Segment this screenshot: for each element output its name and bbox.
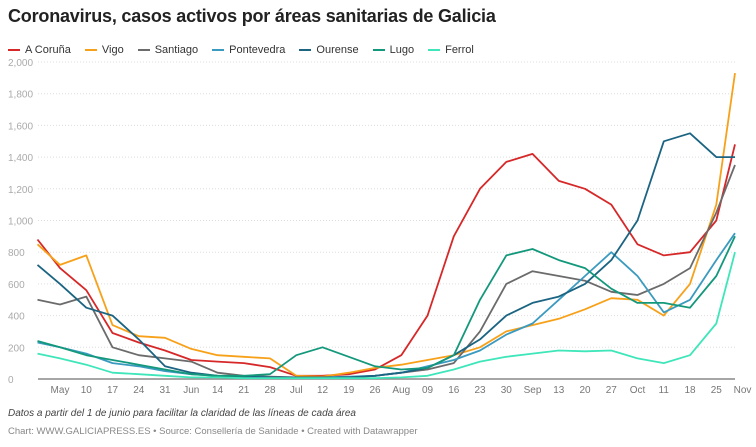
- x-tick-label: Aug: [392, 385, 410, 396]
- y-tick-label: 600: [8, 280, 25, 291]
- y-tick-label: 2,000: [8, 58, 33, 69]
- x-tick-label: 27: [606, 385, 618, 396]
- series-line-vigo: [36, 72, 736, 378]
- legend-swatch: [372, 48, 385, 52]
- series-line-a-coruna: [36, 144, 736, 377]
- legend-label: Ourense: [316, 44, 359, 56]
- chart-credit: Chart: WWW.GALICIAPRESS.ES • Source: Con…: [8, 426, 418, 437]
- x-tick-label: 19: [343, 385, 355, 396]
- y-tick-label: 1,600: [8, 121, 33, 132]
- chart-title: Coronavirus, casos activos por áreas san…: [8, 6, 496, 26]
- legend-swatch: [84, 48, 97, 52]
- x-tick-label: Oct: [630, 385, 646, 396]
- legend-label: Pontevedra: [229, 44, 286, 56]
- series-line-ferrol: [37, 251, 736, 380]
- legend-label: Vigo: [101, 44, 124, 56]
- x-tick-label: 20: [579, 385, 591, 396]
- legend-item: Lugo: [372, 44, 415, 56]
- y-tick-label: 1,800: [8, 90, 33, 101]
- y-tick-label: 1,200: [8, 185, 33, 196]
- x-tick-label: 16: [448, 385, 460, 396]
- series-line-ourense: [36, 132, 735, 379]
- x-tick-label: 13: [553, 385, 565, 396]
- legend-swatch: [428, 48, 441, 52]
- x-tick-label: 17: [107, 385, 119, 396]
- legend-swatch: [299, 48, 312, 52]
- x-tick-label: Nov: [734, 385, 752, 396]
- legend-item: Ferrol: [428, 44, 474, 56]
- chart-note: Datos a partir del 1 de junio para facil…: [8, 408, 356, 419]
- x-tick-label: 30: [501, 385, 513, 396]
- x-tick-label: 31: [159, 385, 171, 396]
- legend-swatch: [8, 48, 20, 52]
- legend-label: A Coruña: [25, 44, 71, 56]
- x-tick-label: 23: [474, 385, 486, 396]
- y-tick-label: 0: [8, 375, 14, 386]
- legend-item: Santiago: [137, 44, 199, 56]
- x-tick-label: May: [51, 385, 70, 396]
- x-tick-label: 09: [422, 385, 434, 396]
- series-line-lugo: [37, 235, 736, 377]
- x-tick-label: Jun: [183, 385, 199, 396]
- x-tick-label: 28: [264, 385, 276, 396]
- x-tick-label: 26: [369, 385, 381, 396]
- x-tick-label: 10: [81, 385, 93, 396]
- x-tick-label: Sep: [524, 385, 542, 396]
- x-tick-label: 25: [711, 385, 723, 396]
- legend-swatch: [137, 48, 150, 52]
- legend-label: Santiago: [154, 44, 199, 56]
- legend-swatch: [212, 48, 225, 52]
- legend-item: Vigo: [84, 44, 124, 56]
- x-tick-label: 21: [238, 385, 250, 396]
- x-tick-label: Jul: [290, 385, 303, 396]
- legend-label: Ferrol: [445, 44, 474, 56]
- y-tick-label: 1,000: [8, 217, 33, 228]
- x-tick-label: 14: [212, 385, 224, 396]
- series-line-santiago: [37, 164, 736, 379]
- x-tick-label: 12: [317, 385, 329, 396]
- legend-label: Lugo: [389, 44, 415, 56]
- y-tick-label: 1,400: [8, 153, 33, 164]
- legend-item: Ourense: [299, 44, 359, 56]
- y-tick-label: 400: [8, 312, 25, 323]
- legend-item: Pontevedra: [212, 44, 285, 56]
- legend-item: A Coruña: [8, 44, 71, 56]
- x-tick-label: 11: [659, 385, 670, 396]
- x-tick-label: 18: [684, 385, 696, 396]
- legend: A Coruña Vigo Santiago Pontevedra Ourense Lug…: [8, 44, 474, 56]
- y-tick-label: 200: [8, 343, 25, 354]
- y-tick-label: 800: [8, 248, 25, 259]
- x-tick-label: 24: [133, 385, 145, 396]
